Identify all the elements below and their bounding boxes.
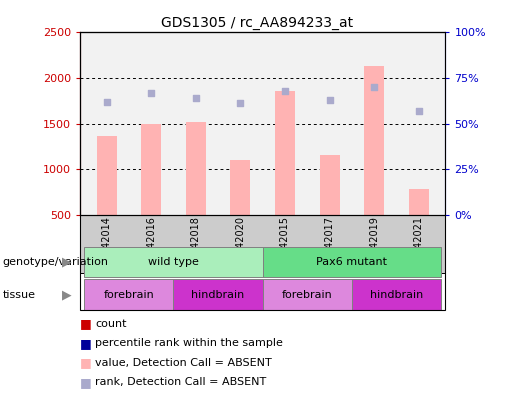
Bar	[96, 136, 116, 215]
Text: wild type: wild type	[148, 257, 199, 267]
Text: percentile rank within the sample: percentile rank within the sample	[95, 339, 283, 348]
Bar	[230, 160, 250, 215]
Point	[192, 95, 200, 101]
Text: ■: ■	[80, 318, 92, 330]
Text: ▶: ▶	[62, 288, 72, 301]
Bar	[364, 66, 384, 215]
Point	[102, 98, 111, 105]
Bar	[275, 91, 295, 215]
Text: ■: ■	[80, 337, 92, 350]
Text: count: count	[95, 319, 127, 329]
Text: genotype/variation: genotype/variation	[3, 257, 109, 267]
Point	[147, 90, 156, 96]
Text: GDS1305 / rc_AA894233_at: GDS1305 / rc_AA894233_at	[161, 16, 354, 30]
Text: forebrain: forebrain	[282, 290, 333, 300]
Bar	[186, 122, 206, 215]
Text: ▶: ▶	[62, 256, 72, 269]
Point	[281, 87, 289, 94]
Bar	[141, 124, 161, 215]
Text: tissue: tissue	[3, 290, 36, 300]
Text: hindbrain: hindbrain	[192, 290, 245, 300]
Point	[370, 84, 378, 90]
Point	[415, 107, 423, 114]
Point	[325, 96, 334, 103]
Text: rank, Detection Call = ABSENT: rank, Detection Call = ABSENT	[95, 377, 267, 387]
Bar	[319, 156, 339, 215]
Text: value, Detection Call = ABSENT: value, Detection Call = ABSENT	[95, 358, 272, 368]
Point	[236, 100, 245, 107]
Text: hindbrain: hindbrain	[370, 290, 423, 300]
Text: forebrain: forebrain	[104, 290, 154, 300]
Text: ■: ■	[80, 356, 92, 369]
Bar	[409, 189, 429, 215]
Text: ■: ■	[80, 376, 92, 389]
Text: Pax6 mutant: Pax6 mutant	[316, 257, 387, 267]
